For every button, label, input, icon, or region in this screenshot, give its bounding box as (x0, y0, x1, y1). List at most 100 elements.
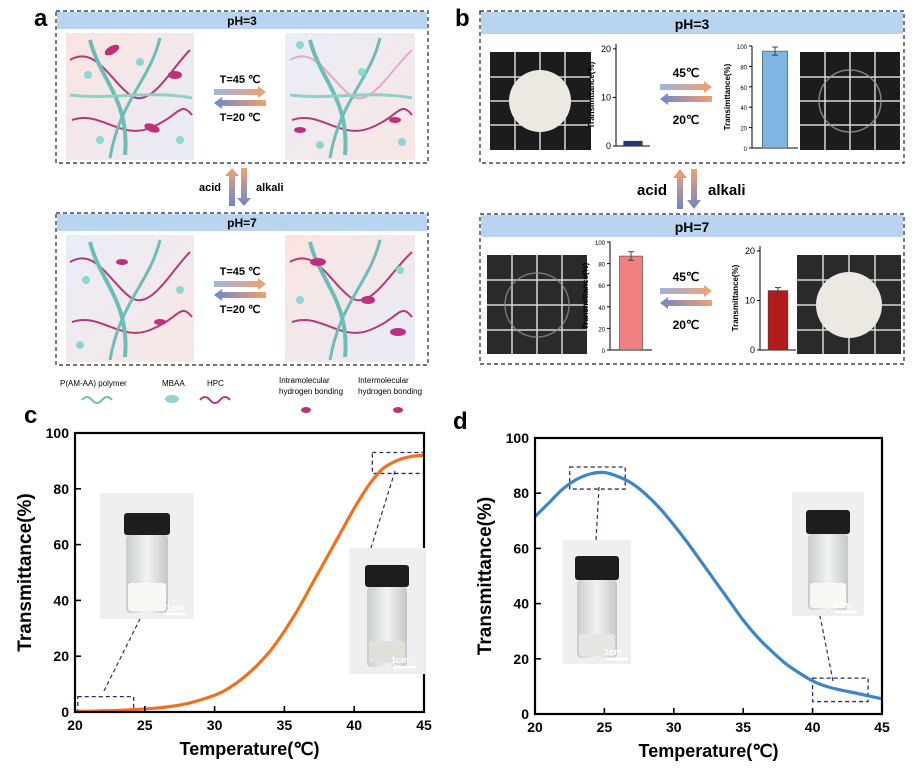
bar-b-top-right-bar (762, 50, 788, 149)
chart-d-x-tick-label: 35 (735, 719, 751, 735)
bar-b-bottom-right-bar (767, 290, 789, 351)
arrow-cool-b-bottom (660, 297, 712, 309)
chart-c-y-tick-label: 20 (53, 648, 69, 664)
legend-label-intra: Intramolecular hydrogen bonding (279, 376, 343, 396)
chart-d-y-tick-label: 100 (506, 430, 530, 446)
bar-b-top-right-tick-label: 60 (740, 86, 747, 92)
legend-label-inter: Intermolecular hydrogen bonding (358, 376, 422, 396)
bar-b-bottom-right-tick-label: 20 (745, 246, 755, 256)
panel-b-top-frame (479, 10, 905, 164)
chart-c-xlabel: Temperature(℃) (180, 739, 320, 759)
vial-photo-d-right: 1cm (792, 492, 864, 616)
vial-c-right-scale-label: 1cm (391, 655, 409, 665)
hydrogel-photo-b4 (797, 255, 901, 354)
chart-c-highlight-box (371, 451, 425, 475)
panel-b-bottom-frame (479, 213, 905, 365)
arrow-cool-a-bottom (214, 289, 266, 301)
bar-b-bottom-right-ylabel: Transmittance(%) (731, 264, 740, 331)
chart-c-y-tick-label: 40 (53, 592, 69, 608)
legend-intra-line2: hydrogen bonding (279, 387, 343, 396)
vial-d-left-scale-label: 1cm (604, 647, 622, 657)
panel-c-letter: c (24, 402, 37, 429)
arrow-alkali-b (687, 169, 701, 209)
chart-d-xlabel: Temperature(℃) (639, 741, 779, 761)
bar-b-bottom-left-tick-label: 80 (598, 263, 605, 269)
bar-b-bottom-left-tick-label: 20 (598, 327, 605, 333)
chart-d-series-line (533, 470, 883, 701)
bar-b-bottom-left-tick-label: 0 (602, 349, 606, 355)
arrow-cool-b-top (660, 93, 712, 105)
chart-c-x-tick-label: 25 (137, 717, 153, 733)
chart-d-y-tick-label: 0 (521, 706, 529, 722)
panel-a-top-heat: T=45 ℃ (220, 74, 261, 86)
chart-d-y-tick-label: 60 (513, 540, 529, 556)
hydrogel-photo-b2 (800, 52, 900, 150)
arrow-alkali-a (237, 168, 251, 206)
chart-c-x-tick-label: 40 (346, 717, 362, 733)
bar-b-top-left-tick-label: 10 (601, 92, 611, 102)
panel-b-top-ph: pH=3 (675, 16, 710, 32)
legend-inter-icon (393, 407, 403, 413)
panel-b-letter: b (455, 5, 470, 32)
arrow-heat-b-bottom (660, 285, 712, 297)
panel-b-acid: acid (637, 182, 667, 199)
chart-d-x-tick-label: 40 (805, 719, 821, 735)
arrow-heat-a-bottom (214, 278, 266, 290)
panel-a-legend: P(AM-AA) polymer MBAA HPC Intramolecular… (60, 376, 422, 413)
bar-b-bottom-left-tick-label: 40 (598, 306, 605, 312)
bar-b-bottom-left-tick-label: 100 (595, 241, 606, 247)
chart-c-ylabel: Transmittance(%) (15, 493, 36, 651)
vial-photo-c-left: 1cm (100, 493, 194, 619)
chart-c-x-tick-label: 45 (416, 717, 432, 733)
hydrogel-photo-b1 (490, 52, 591, 150)
arrow-heat-b-top (660, 81, 712, 93)
chart-d-ylabel: Transmittance(%) (475, 497, 496, 655)
legend-label-polymer: P(AM-AA) polymer (60, 379, 127, 388)
arrow-acid-b (673, 169, 687, 209)
bar-b-top-left-bar (623, 140, 643, 147)
panel-a: a pH=3 (34, 5, 429, 413)
bar-b-bottom-right-tick-label: 0 (750, 345, 755, 355)
panel-a-bottom-heat: T=45 ℃ (220, 266, 261, 278)
network-image-a4 (285, 235, 415, 362)
hydrogel-photo-b3 (487, 255, 587, 354)
bar-b-bottom-left-ylabel: Transmittance(%) (581, 262, 590, 329)
leader-c-right (370, 470, 396, 549)
panel-a-bottom-ph: pH=7 (227, 216, 257, 230)
bar-chart-b-top-left: 0 10 20 Transimttance(%) (587, 44, 650, 151)
arrow-heat-a-top (214, 86, 266, 98)
panel-b-top-header (481, 12, 903, 34)
vial-c-left-scale-label: 1cm (166, 603, 184, 613)
leader-d-left (595, 486, 600, 541)
bar-b-top-right-tick-label: 40 (740, 106, 747, 112)
chart-c-y-tick-label: 100 (46, 425, 70, 441)
panel-b-top-cool: 20℃ (673, 113, 700, 127)
panel-c: c 20 25 30 35 40 45020406080100Temperature(℃)… (15, 402, 432, 759)
vial-d-right-scale-label: 1cm (833, 600, 851, 610)
panel-d-letter: d (453, 408, 468, 435)
bar-b-bottom-left-tick-label: 60 (598, 284, 605, 290)
panel-b-bottom-heat: 45℃ (673, 270, 700, 284)
legend-inter-line1: Intermolecular (358, 376, 409, 385)
vial-photo-c-right: 1cm (349, 548, 425, 674)
chart-d-x-tick-label: 25 (597, 719, 613, 735)
chart-d-plot-frame (533, 436, 884, 716)
panel-a-alkali: alkali (256, 182, 284, 194)
network-image-a3 (66, 235, 194, 362)
panel-a-top-header (57, 12, 427, 29)
bar-b-bottom-right-tick-label: 10 (745, 295, 755, 305)
panel-a-top-ph: pH=3 (227, 14, 257, 28)
panel-a-top-cool: T=20 ℃ (220, 112, 261, 124)
legend-hpc-icon (199, 396, 231, 404)
chart-d-x-tick-label: 45 (874, 719, 890, 735)
network-image-a2 (285, 33, 415, 160)
legend-intra-line1: Intramolecular (279, 376, 330, 385)
bar-b-top-right-ylabel: Transimttance(%) (723, 63, 732, 130)
chart-c-y-tick-label: 80 (53, 481, 69, 497)
legend-inter-line2: hydrogen bonding (358, 387, 422, 396)
legend-intra-icon (301, 407, 311, 413)
panel-b-alkali: alkali (708, 182, 746, 199)
panel-a-bottom-cool: T=20 ℃ (220, 304, 261, 316)
bar-b-top-left-ylabel: Transimttance(%) (587, 61, 596, 128)
bar-chart-b-top-right: 0 20 40 60 80 100 Transimttance(%) (723, 45, 798, 153)
